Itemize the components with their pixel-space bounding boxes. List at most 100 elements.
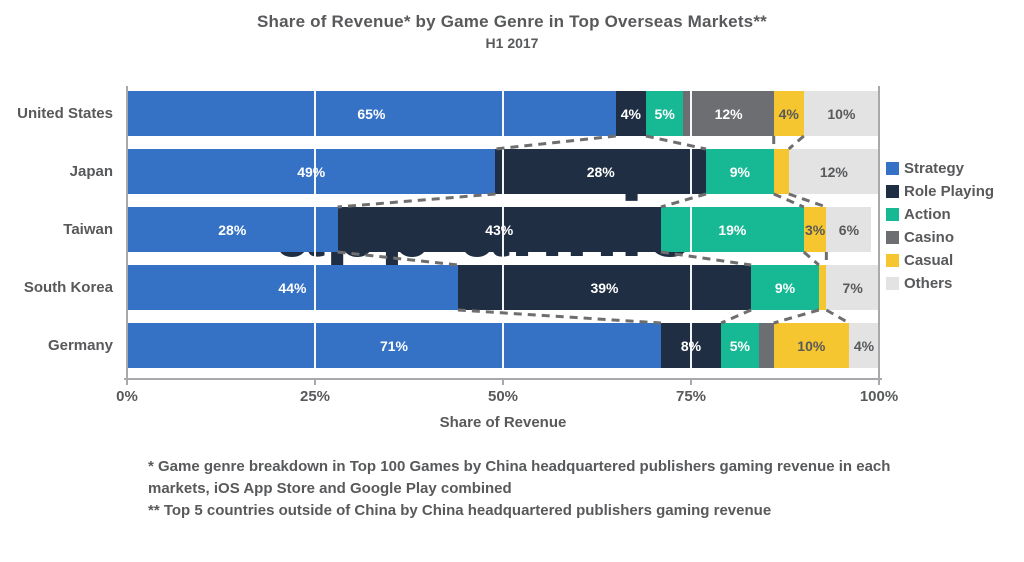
category-label-south-korea: South Korea bbox=[23, 279, 113, 296]
segment-value-label: 4% bbox=[853, 337, 875, 354]
bar-row-germany: 71%8%5%10%4% bbox=[127, 323, 879, 368]
segment-casino bbox=[758, 323, 774, 368]
segment-value-label: 39% bbox=[590, 279, 619, 296]
segment-value-label: 5% bbox=[654, 105, 675, 122]
segment-others: 7% bbox=[826, 265, 879, 310]
dashed-connector-casual bbox=[788, 192, 827, 209]
legend-label: Casino bbox=[904, 229, 955, 246]
dashed-connector-role-playing bbox=[495, 134, 616, 151]
dashed-connector-role-playing bbox=[660, 250, 752, 267]
axis-boundary-line bbox=[126, 86, 128, 383]
category-axis: United States Japan Taiwan South Korea Germa… bbox=[0, 86, 119, 378]
dashed-connector-role-playing bbox=[645, 134, 707, 151]
footnotes: * Game genre breakdown in Top 100 Games … bbox=[148, 456, 948, 522]
legend-item-strategy: Strategy bbox=[886, 157, 994, 180]
segment-role-playing: 28% bbox=[495, 149, 707, 194]
legend: Strategy Role Playing Action Casino Casual Ot… bbox=[886, 157, 994, 295]
x-tick-mark bbox=[690, 378, 692, 385]
dashed-connector-casual bbox=[773, 192, 805, 209]
legend-swatch-icon bbox=[886, 185, 899, 198]
chart-title: Share of Revenue* by Game Genre in Top O… bbox=[257, 12, 767, 31]
axis-boundary-line bbox=[878, 86, 880, 383]
legend-item-action: Action bbox=[886, 203, 994, 226]
segment-casual: 10% bbox=[773, 323, 849, 368]
dashed-connector-casual bbox=[773, 308, 820, 325]
chart-subtitle: H1 2017 bbox=[485, 35, 539, 51]
bar-row-united-states: 65% 4% 5% 12% 4% 10% bbox=[127, 91, 879, 136]
segment-strategy: 65% bbox=[127, 91, 616, 136]
legend-swatch-icon bbox=[886, 231, 899, 244]
legend-swatch-icon bbox=[886, 162, 899, 175]
segment-others: 12% bbox=[788, 149, 879, 194]
bar-row-south-korea: 44% 39% 9% 7% bbox=[127, 265, 879, 310]
segment-action: 19% bbox=[660, 207, 804, 252]
legend-label: Strategy bbox=[904, 160, 965, 177]
segment-value-label: 3% bbox=[804, 221, 826, 238]
segment-role-playing: 39% bbox=[457, 265, 752, 310]
legend-label: Casual bbox=[904, 252, 954, 269]
bar-row-taiwan: 28% 43% 19% 3% 6% bbox=[127, 207, 879, 252]
segment-strategy: 44% bbox=[127, 265, 458, 310]
x-tick-label: 50% bbox=[487, 388, 519, 405]
segment-action: 5% bbox=[645, 91, 684, 136]
segment-others: 6% bbox=[826, 207, 872, 252]
segment-value-label: 4% bbox=[620, 105, 641, 122]
category-label-united-states: United States bbox=[17, 105, 113, 122]
footnote-2: ** Top 5 countries outside of China by C… bbox=[148, 502, 772, 519]
segment-casino: 12% bbox=[683, 91, 774, 136]
segment-value-label: 71% bbox=[379, 337, 408, 354]
segment-value-label: 49% bbox=[297, 163, 326, 180]
segment-value-label: 6% bbox=[838, 221, 860, 238]
gridline bbox=[314, 86, 316, 378]
footnote-1: * Game genre breakdown in Top 100 Games … bbox=[148, 458, 891, 497]
category-label-japan: Japan bbox=[69, 163, 113, 180]
segment-value-label: 44% bbox=[278, 279, 307, 296]
segment-others: 10% bbox=[803, 91, 879, 136]
dashed-connector-role-playing bbox=[457, 308, 662, 325]
x-tick-mark bbox=[502, 378, 504, 385]
segment-action: 9% bbox=[706, 149, 774, 194]
segment-casual bbox=[773, 149, 789, 194]
legend-item-casual: Casual bbox=[886, 249, 994, 272]
segment-action: 5% bbox=[721, 323, 759, 368]
gridline bbox=[502, 86, 504, 378]
segment-others: 4% bbox=[848, 323, 879, 368]
x-tick-label: 75% bbox=[675, 388, 707, 405]
segment-casual: 3% bbox=[803, 207, 827, 252]
dashed-connector-role-playing bbox=[337, 250, 459, 267]
segment-value-label: 9% bbox=[774, 279, 796, 296]
segment-value-label: 7% bbox=[842, 279, 863, 296]
segment-casual bbox=[818, 265, 827, 310]
segment-value-label: 4% bbox=[778, 105, 799, 122]
segment-value-label: 65% bbox=[357, 105, 386, 122]
legend-swatch-icon bbox=[886, 277, 899, 290]
gridline bbox=[690, 86, 692, 378]
bar-row-japan: 49% 28% 9% 12% bbox=[127, 149, 879, 194]
segment-value-label: 28% bbox=[586, 163, 615, 180]
legend-label: Others bbox=[904, 275, 953, 292]
segment-value-label: 10% bbox=[797, 337, 826, 354]
legend-label: Role Playing bbox=[904, 183, 995, 200]
segment-value-label: 12% bbox=[819, 163, 848, 180]
segment-casual: 4% bbox=[773, 91, 804, 136]
x-tick-label: 100% bbox=[859, 388, 899, 405]
dashed-connector-role-playing bbox=[720, 308, 752, 325]
segment-role-playing: 4% bbox=[615, 91, 646, 136]
segment-strategy: 49% bbox=[127, 149, 496, 194]
x-tick-label: 0% bbox=[116, 388, 138, 405]
category-label-germany: Germany bbox=[47, 337, 113, 354]
segment-value-label: 9% bbox=[729, 163, 750, 180]
legend-swatch-icon bbox=[886, 208, 899, 221]
x-tick-label: 25% bbox=[299, 388, 331, 405]
segment-value-label: 5% bbox=[729, 337, 750, 354]
plot-area: app annie 65%4%5%12%4%10%49%28%9%12%28%4… bbox=[126, 86, 880, 383]
dashed-connector-casual bbox=[802, 250, 820, 267]
segment-role-playing: 43% bbox=[337, 207, 661, 252]
category-label-taiwan: Taiwan bbox=[63, 221, 113, 238]
segment-value-label: 19% bbox=[718, 221, 747, 238]
legend-item-casino: Casino bbox=[886, 226, 994, 249]
x-tick-mark bbox=[314, 378, 316, 385]
dashed-connector-casual bbox=[787, 134, 805, 151]
segment-value-label: 10% bbox=[827, 105, 856, 122]
